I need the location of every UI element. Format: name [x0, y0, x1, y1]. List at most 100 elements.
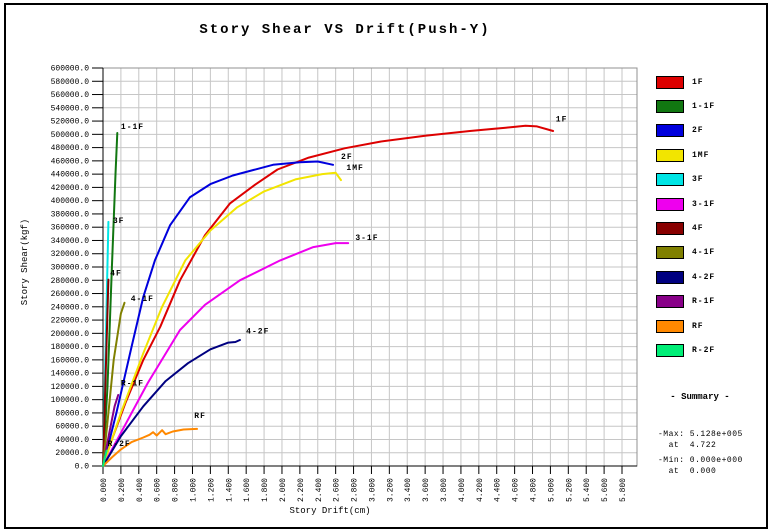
x-tick-label: 3.400 [404, 478, 413, 502]
y-tick-label: 220000.0 [51, 317, 90, 326]
series-label-4-1F: 4-1F [131, 295, 154, 304]
y-tick-label: 520000.0 [51, 118, 90, 127]
series-label-RF: RF [194, 412, 206, 421]
y-tick-label: 200000.0 [51, 330, 90, 339]
legend-item-4-1F: 4-1F [656, 246, 715, 260]
y-tick-label: 500000.0 [51, 131, 90, 140]
y-tick-label: 560000.0 [51, 91, 90, 100]
y-tick-label: 260000.0 [51, 290, 90, 299]
legend-label: RF [692, 321, 704, 331]
legend-label: 4-1F [692, 248, 716, 258]
series-label-1MF: 1MF [346, 164, 363, 173]
series-line-4F [102, 278, 110, 467]
x-tick-label: 0.000 [100, 478, 109, 502]
x-tick-label: 2.000 [279, 478, 288, 502]
series-line-4-2F [102, 339, 241, 467]
x-tick-label: 1.200 [207, 478, 216, 502]
y-tick-label: 540000.0 [51, 104, 90, 113]
legend-swatch-R-2F [656, 343, 684, 357]
y-tick-label: 60000.0 [55, 423, 89, 432]
series-line-R-1F [102, 394, 120, 467]
legend-label: R-2F [692, 345, 716, 355]
legend-label: 2F [692, 126, 704, 136]
legend-label: 1MF [692, 150, 710, 160]
legend-swatch-1-1F [656, 99, 684, 113]
y-tick-label: 460000.0 [51, 157, 90, 166]
x-tick-label: 3.800 [440, 478, 449, 502]
series-line-R-2F [102, 449, 108, 467]
y-tick-label: 380000.0 [51, 210, 90, 219]
legend-item-3-1F: 3-1F [656, 197, 715, 211]
legend-item-1MF: 1MF [656, 148, 709, 162]
y-tick-label: 300000.0 [51, 264, 90, 273]
y-tick-label: 340000.0 [51, 237, 90, 246]
x-tick-label: 5.800 [619, 478, 628, 502]
legend-swatch-2F [656, 124, 684, 138]
y-tick-label: 120000.0 [51, 383, 90, 392]
y-tick-label: 100000.0 [51, 396, 90, 405]
x-tick-label: 4.400 [494, 478, 503, 502]
x-tick-label: 2.600 [333, 478, 342, 502]
x-tick-label: 0.400 [136, 478, 145, 502]
series-label-3F: 3F [113, 217, 125, 226]
series-group: 1F 1-1F 2F 1MF 3F 3-1F 4F 4-1F 4-2F R-1F RF R-2F [102, 116, 568, 467]
x-tick-label: 3.600 [422, 478, 431, 502]
legend-item-RF: RF [656, 319, 704, 333]
summary-max-line: -Max: 5.128e+005 [658, 430, 743, 439]
legend-item-2F: 2F [656, 124, 704, 138]
y-tick-label: 40000.0 [55, 436, 89, 445]
y-tick-label: 580000.0 [51, 78, 90, 87]
x-tick-label: 5.600 [601, 478, 610, 502]
y-tick-label: 0.0 [75, 463, 90, 472]
window-border [4, 3, 768, 529]
series-line-1F [102, 124, 555, 467]
series-label-1F: 1F [556, 116, 568, 125]
legend-label: 1F [692, 77, 704, 87]
legend-label: R-1F [692, 297, 716, 307]
y-tick-label: 180000.0 [51, 343, 90, 352]
series-label-2F: 2F [341, 153, 353, 162]
legend-label: 4F [692, 223, 704, 233]
y-tick-label: 320000.0 [51, 250, 90, 259]
x-tick-label: 2.200 [297, 478, 306, 502]
legend-label: 3F [692, 175, 704, 185]
legend-swatch-4-2F [656, 270, 684, 284]
legend-swatch-R-1F [656, 295, 684, 309]
series-label-4F: 4F [110, 270, 122, 279]
series-label-4-2F: 4-2F [246, 327, 269, 336]
x-tick-label: 4.800 [530, 478, 539, 502]
legend-label: 1-1F [692, 101, 716, 111]
x-tick-label: 0.800 [172, 478, 181, 502]
legend-swatch-1F [656, 75, 684, 89]
y-tick-label: 480000.0 [51, 144, 90, 153]
series-line-4-1F [102, 301, 126, 467]
legend-swatch-4F [656, 221, 684, 235]
summary-min-at-line: at 0.000 [658, 467, 717, 476]
y-tick-label: 80000.0 [55, 409, 89, 418]
y-tick-label: 420000.0 [51, 184, 90, 193]
y-axis-title: Story Shear(kgf) [20, 218, 30, 306]
series-label-R-2F: R-2F [107, 440, 130, 449]
series-label-1-1F: 1-1F [121, 123, 144, 132]
x-tick-label: 2.400 [315, 478, 324, 502]
legend-swatch-1MF [656, 148, 684, 162]
x-tick-label: 1.600 [243, 478, 252, 502]
legend: 1F 1-1F 2F 1MF 3F 3-1F 4F 4-1F 4-2F R-1F RF R-2F [656, 75, 756, 365]
x-tick-label: 5.000 [547, 478, 556, 502]
legend-swatch-4-1F [656, 246, 684, 260]
series-line-3-1F [102, 242, 350, 467]
y-tick-label: 240000.0 [51, 303, 90, 312]
x-tick-label: 0.600 [154, 478, 163, 502]
series-label-R-1F: R-1F [121, 380, 144, 389]
legend-item-R-2F: R-2F [656, 343, 715, 357]
x-tick-label: 4.600 [512, 478, 521, 502]
y-tick-label: 20000.0 [55, 449, 89, 458]
legend-item-4-2F: 4-2F [656, 270, 715, 284]
series-line-2F [102, 160, 334, 467]
chart-title: Story Shear VS Drift(Push-Y) [199, 22, 491, 38]
summary-min-line: -Min: 0.000e+000 [658, 456, 743, 465]
summary-max-at-line: at 4.722 [658, 441, 717, 450]
y-tick-label: 600000.0 [51, 65, 90, 74]
